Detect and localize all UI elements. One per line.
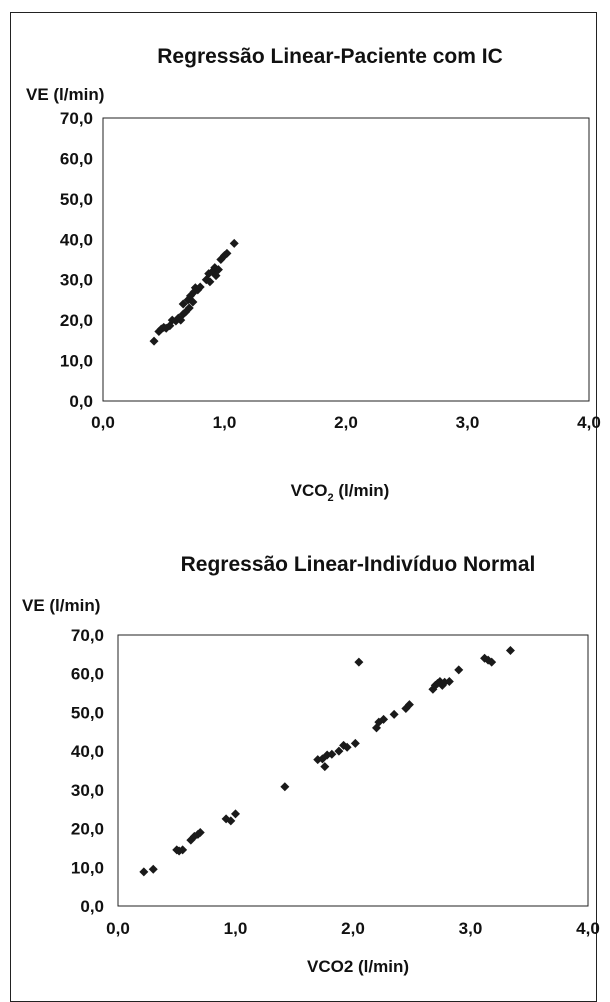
chart1-x-tick-label: 1,0 [213, 413, 237, 432]
chart2-x-tick-label: 0,0 [106, 919, 130, 938]
chart2-y-tick-label: 50,0 [71, 703, 104, 722]
chart1-data-point [229, 238, 239, 248]
chart1-x-tick-label: 3,0 [456, 413, 480, 432]
chart2-data-point [139, 867, 149, 877]
chart1-y-tick-label: 50,0 [60, 190, 93, 209]
chart2-x-tick-label: 1,0 [224, 919, 248, 938]
chart1-y-tick-label: 20,0 [60, 311, 93, 330]
chart2-y-ticks: 0,0 10,0 20,0 30,0 40,0 50,0 60,0 70,0 [71, 626, 104, 916]
chart2-y-axis-label: VE (l/min) [22, 596, 100, 615]
chart2-data-point [487, 657, 497, 667]
chart1-data-point [188, 297, 198, 307]
chart2-y-tick-label: 0,0 [80, 897, 104, 916]
chart2-data-point [148, 864, 158, 874]
chart1-data-point [222, 248, 232, 258]
chart1-y-tick-label: 70,0 [60, 109, 93, 128]
chart2-data-point [454, 665, 464, 675]
chart1-x-tick-label: 4,0 [577, 413, 601, 432]
chart1-x-ticks: 0,0 1,0 2,0 3,0 4,0 [91, 413, 601, 432]
chart1-data-point [195, 282, 205, 292]
chart2-data-point [280, 782, 290, 792]
chart2-y-tick-label: 10,0 [71, 858, 104, 877]
chart1-data-point [205, 277, 215, 287]
chart1-x-axis-label-main: VCO [291, 481, 328, 500]
chart2-x-tick-label: 4,0 [576, 919, 600, 938]
chart2-x-axis-label: VCO2 (l/min) [307, 957, 409, 976]
chart1-plot-area [102, 117, 590, 402]
chart2-plot-area [117, 634, 589, 907]
chart2-data-point [231, 809, 240, 819]
chart2-data-point [379, 714, 389, 724]
chart2-points [139, 645, 515, 877]
chart1-y-tick-label: 0,0 [69, 392, 93, 411]
chart1-y-tick-label: 60,0 [60, 149, 93, 168]
chart2-data-point [505, 645, 515, 655]
chart1-data-point [213, 265, 223, 275]
chart2-data-point [354, 657, 364, 667]
chart2-data-point [334, 746, 344, 756]
chart2-x-tick-label: 2,0 [341, 919, 365, 938]
chart2-y-tick-label: 60,0 [71, 665, 104, 684]
chart1-y-tick-label: 10,0 [60, 352, 93, 371]
chart1-y-ticks: 0,0 10,0 20,0 30,0 40,0 50,0 60,0 70,0 [60, 109, 93, 411]
chart2-data-point [327, 749, 337, 759]
chart1-data-point [149, 336, 159, 346]
chart2-data-point [195, 827, 205, 837]
chart2-data-point [404, 700, 414, 710]
chart2-data-point [350, 738, 360, 748]
chart2-title: Regressão Linear-Indivíduo Normal [181, 553, 536, 576]
chart1-points [149, 238, 239, 346]
chart1-title: Regressão Linear-Paciente com IC [157, 45, 502, 68]
chart1-x-axis-label: VCO2 (l/min) [291, 481, 390, 504]
chart1-y-axis-label: VE (l/min) [26, 85, 104, 104]
chart1-y-tick-label: 40,0 [60, 230, 93, 249]
chart1-x-tick-label: 0,0 [91, 413, 115, 432]
chart1-x-axis-label-tail: (l/min) [334, 481, 390, 500]
chart2-x-tick-label: 3,0 [459, 919, 483, 938]
chart2-data-point [320, 762, 330, 772]
chart2-y-tick-label: 70,0 [71, 626, 104, 645]
chart2-data-point [389, 709, 399, 719]
chart1-x-tick-label: 2,0 [334, 413, 358, 432]
chart2-data-point [342, 742, 352, 752]
chart2-data-point [444, 676, 454, 686]
chart2-x-ticks: 0,0 1,0 2,0 3,0 4,0 [106, 919, 600, 938]
chart1-data-point [184, 303, 194, 313]
chart2-data-point [178, 845, 188, 855]
chart1-x-axis-label-subscript: 2 [328, 492, 334, 504]
chart2-y-tick-label: 20,0 [71, 820, 104, 839]
chart2-data-point [226, 816, 236, 826]
chart2-y-tick-label: 40,0 [71, 742, 104, 761]
chart2-y-tick-label: 30,0 [71, 781, 104, 800]
chart1-y-tick-label: 30,0 [60, 271, 93, 290]
